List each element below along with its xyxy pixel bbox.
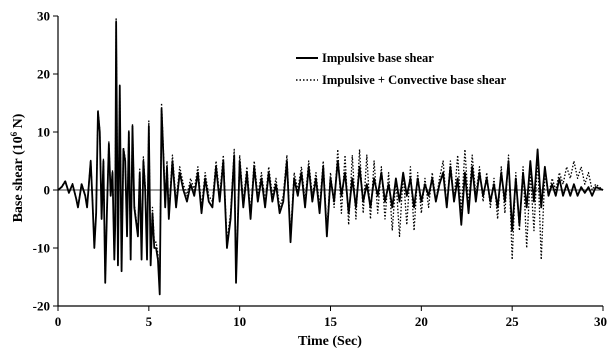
y-tick-label: -20: [33, 299, 50, 314]
y-tick-label: 20: [37, 67, 50, 82]
y-axis-title: Base shear (106 N): [9, 113, 26, 222]
y-tick-label: -10: [33, 241, 50, 256]
legend: Impulsive base shear Impulsive + Convect…: [296, 51, 507, 87]
y-axis-title-sup: 6: [9, 131, 19, 136]
x-tick-label: 5: [146, 314, 153, 329]
x-tick-label: 20: [415, 314, 428, 329]
y-axis-title-main: Base shear (10: [11, 136, 26, 222]
x-axis-title: Time (Sec): [298, 334, 362, 349]
x-tick-label: 25: [506, 314, 520, 329]
y-tick-label: 0: [44, 183, 51, 198]
x-tick-label: 30: [594, 314, 607, 329]
series-layer: [57, 18, 604, 296]
legend-label-impulsive: Impulsive base shear: [322, 51, 434, 65]
x-tick-label: 10: [233, 314, 246, 329]
legend-label-combined: Impulsive + Convective base shear: [322, 73, 507, 87]
series-impulsive-line: [57, 20, 604, 296]
y-tick-label: 30: [37, 9, 50, 24]
x-tick-label: 15: [324, 314, 338, 329]
x-tick-label: 0: [55, 314, 62, 329]
axes-layer: -20 -10 0 10 20 30 0 5 10 15 20 25 30: [33, 9, 607, 330]
y-tick-label: 10: [37, 125, 50, 140]
y-axis-title-tail: N): [11, 113, 26, 132]
